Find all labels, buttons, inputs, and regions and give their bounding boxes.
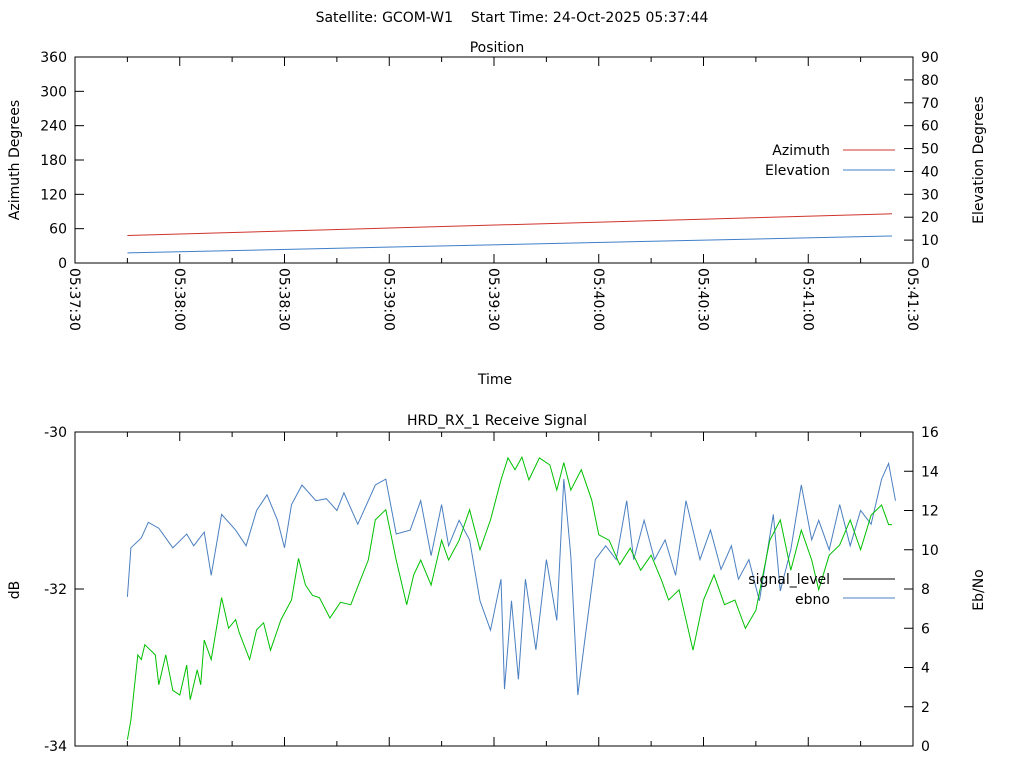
y-tick-label: -30 [44,425,67,441]
db-axis-label: dB [7,581,23,600]
y2-tick-label: 14 [921,464,939,480]
page-title: Satellite: GCOM-W1 Start Time: 24-Oct-20… [316,10,709,26]
y-tick-label: 120 [40,187,67,203]
x-tick-label: 05:38:30 [276,268,292,331]
x-tick-label: 05:40:30 [695,268,711,331]
x-tick-label: 05:39:00 [380,268,396,331]
y2-tick-label: 20 [921,210,939,226]
y-tick-label: 0 [58,256,67,272]
y2-tick-label: 50 [921,142,939,158]
x-tick-label: 05:41:00 [799,268,815,331]
y2-tick-label: 0 [921,739,930,755]
green-series-line [126,455,892,740]
legend-ebno-label: ebno [795,592,830,608]
y2-tick-label: 80 [921,73,939,89]
y2-tick-label: 2 [921,700,930,716]
y2-tick-label: 70 [921,96,939,112]
x-tick-label: 05:40:00 [590,268,606,331]
y2-tick-label: 30 [921,187,939,203]
y-tick-label: 240 [40,119,67,135]
time-axis-label: Time [477,372,512,388]
position-plot: Position 05:37:30 05:38:00 05:38:30 05:39:0… [7,40,987,388]
azimuth-axis-label: Azimuth Degrees [7,100,23,220]
position-plot-frame [74,56,914,264]
position-legend: Azimuth Elevation [765,143,895,179]
x-tick-label: 05:41:30 [904,268,920,331]
y2-tick-label: 8 [921,582,930,598]
elevation-series-line [127,235,893,254]
y2-tick-label: 40 [921,164,939,180]
x-tick-label: 05:37:30 [66,268,82,331]
y-tick-label: 180 [40,153,67,169]
signal-legend: signal_level ebno [748,572,895,608]
signal-plot-frame [74,431,914,747]
y2-tick-label: 0 [921,256,930,272]
y-tick-label: 300 [40,84,67,100]
ebno-axis-label: Eb/No [971,569,987,611]
x-tick-label: 05:39:30 [485,268,501,331]
signal-plot: HRD_RX_1 Receive Signal -34 -32 -30 0 2 4 6 8 10… [7,413,987,755]
y2-tick-label: 6 [921,621,930,637]
y2-tick-label: 16 [921,425,939,441]
y2-tick-label: 90 [921,50,939,66]
y2-tick-label: 10 [921,543,939,559]
y-tick-label: -34 [44,739,67,755]
y-tick-label: 60 [49,222,67,238]
ebno-series-line [126,461,896,696]
azimuth-series-line [127,213,893,236]
y-tick-label: -32 [44,582,67,598]
y2-tick-label: 60 [921,119,939,135]
x-tick-label: 05:38:00 [171,268,187,331]
y2-tick-label: 4 [921,661,930,677]
legend-azimuth-label: Azimuth [772,143,830,159]
position-title: Position [470,40,525,56]
y2-tick-label: 12 [921,504,939,520]
elevation-axis-label: Elevation Degrees [971,96,987,224]
y-tick-label: 360 [40,50,67,66]
legend-signal-level-label: signal_level [748,572,830,588]
y2-tick-label: 10 [921,233,939,249]
legend-elevation-label: Elevation [765,163,830,179]
signal-title: HRD_RX_1 Receive Signal [407,413,587,429]
